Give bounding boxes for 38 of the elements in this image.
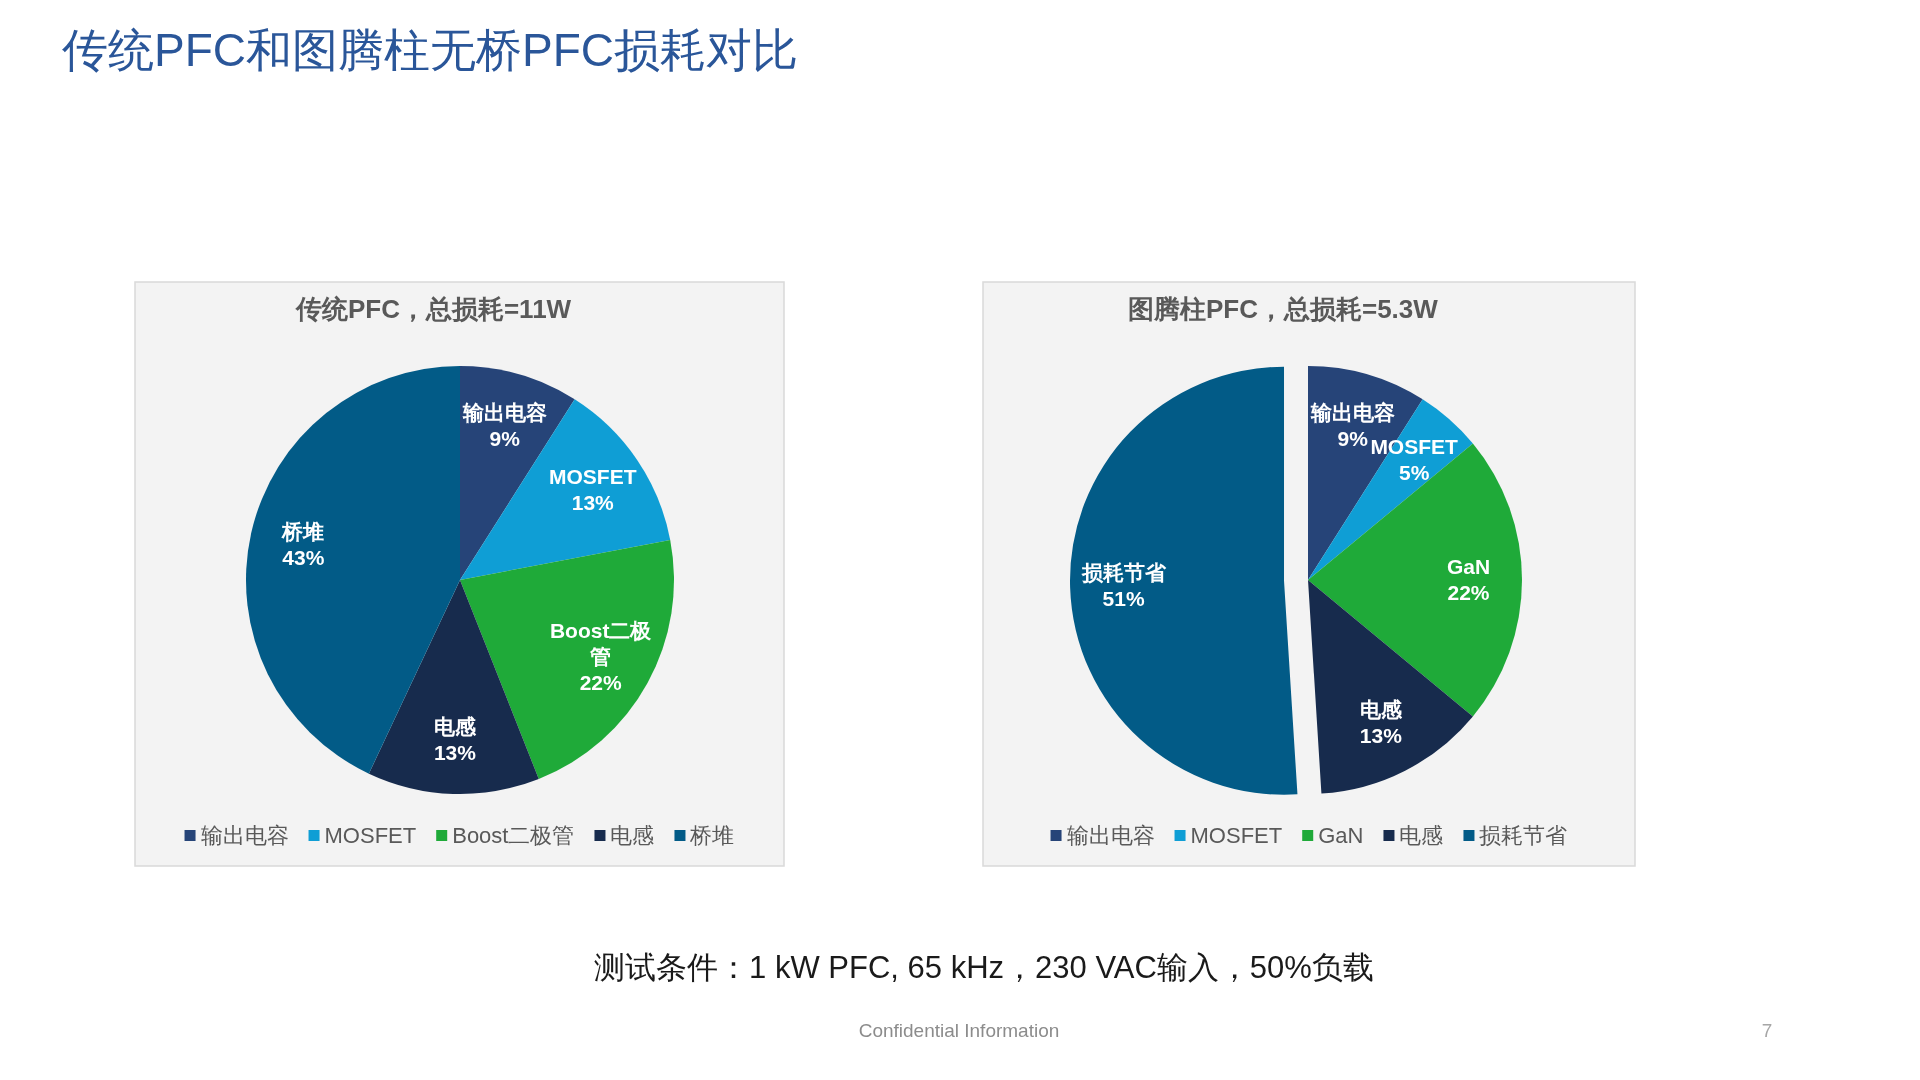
legend-label: 输出电容 xyxy=(1066,823,1155,848)
data-label: 5% xyxy=(1398,460,1430,484)
slice-label: 桥堆 xyxy=(281,519,325,543)
data-label: 43% xyxy=(282,545,325,569)
slice-label: Boost二极管 xyxy=(549,619,653,669)
data-label: 51% xyxy=(1102,586,1145,610)
chart-title: 图腾柱PFC，总损耗=5.3W xyxy=(1127,294,1439,324)
legend-label: Boost二极管 xyxy=(452,823,575,848)
text: 测试条件：1 kW PFC, 65 kHz，230 VAC输入，50%负载 xyxy=(594,950,1374,985)
slice-label: 损耗节省 xyxy=(1080,560,1167,584)
pie-slice xyxy=(460,399,671,580)
text: Confidential Information xyxy=(858,1020,1060,1041)
data-label: 9% xyxy=(489,426,521,450)
legend-label: 电感 xyxy=(1399,823,1444,848)
legend-label: 输出电容 xyxy=(200,823,289,848)
pie-slice xyxy=(368,580,539,794)
slice-label: 电感 xyxy=(433,715,477,739)
slice-label: MOSFET xyxy=(1370,434,1459,458)
legend-label: MOSFET xyxy=(1190,823,1283,848)
slice-label: GaN xyxy=(1446,555,1491,578)
data-label: 13% xyxy=(1359,724,1403,748)
data-label: 9% xyxy=(1337,426,1369,450)
slice-label: 输出电容 xyxy=(461,400,547,424)
data-label: 13% xyxy=(433,741,477,765)
legend-label: GaN xyxy=(1318,823,1364,848)
legend-label: 电感 xyxy=(610,823,655,848)
text: 传统PFC和图腾柱无桥PFC损耗对比 xyxy=(62,24,798,76)
slice-label: 电感 xyxy=(1359,698,1403,722)
data-label: 22% xyxy=(579,671,622,695)
legend-label: 桥堆 xyxy=(689,823,735,848)
legend-label: MOSFET xyxy=(324,823,417,848)
data-label: 13% xyxy=(571,490,615,514)
slice-label: MOSFET xyxy=(549,464,637,488)
slice-label: 输出电容 xyxy=(1309,400,1395,424)
legend-label: 损耗节省 xyxy=(1479,823,1568,848)
text: 7 xyxy=(1761,1020,1773,1041)
chart-title: 传统PFC，总损耗=11W xyxy=(294,294,572,324)
data-label: 22% xyxy=(1447,581,1490,604)
